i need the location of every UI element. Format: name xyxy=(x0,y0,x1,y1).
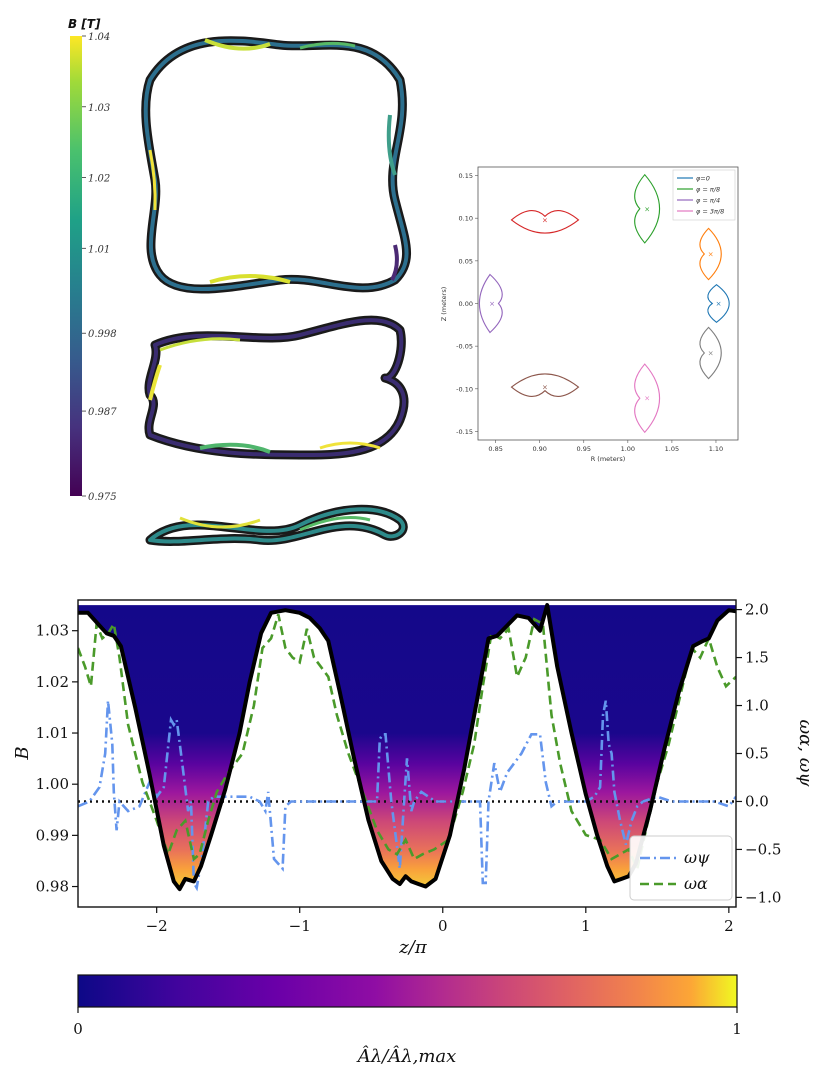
field-line-xtick-label: 2 xyxy=(724,917,734,935)
field-line-y2tick-label: 1.5 xyxy=(745,649,769,667)
field-line-y2tick-label: 0.0 xyxy=(745,792,769,810)
field-line-ytick-label: 1.02 xyxy=(36,673,69,691)
field-line-y2tick-label: −1.0 xyxy=(745,888,781,906)
cross-section-legend: φ=0 φ = π/8 φ = π/4 φ = 3π/8 xyxy=(672,169,736,221)
cross-section-ylabel: Z (meters) xyxy=(440,287,448,322)
cross-section-legend-label: φ = π/4 xyxy=(696,197,720,205)
bottom-colorbar-tick-label: 0 xyxy=(73,1020,83,1038)
cross-section-legend-label: φ=0 xyxy=(696,175,710,183)
cross-section-curve xyxy=(699,227,722,281)
coil-colorbar-tick-label: 0.987 xyxy=(88,407,117,418)
field-line-xtick-label: −1 xyxy=(289,917,311,935)
legend-omega-psi: ωψ xyxy=(684,848,710,867)
cross-section-ytick-label: -0.10 xyxy=(456,385,473,393)
bottom-colorbar-gradient xyxy=(77,974,738,1008)
cross-section-axis-marker: × xyxy=(708,251,714,259)
field-line-legend: ωψ ωα xyxy=(629,835,733,901)
cross-section-ytick-label: -0.15 xyxy=(456,428,473,436)
field-line-ytick-label: 1.01 xyxy=(36,724,69,742)
cross-section-ytick-label: 0.10 xyxy=(459,215,473,223)
cross-section-plot: 0.85 0.90 0.95 1.00 1.05 1.10 0.15 0.10 0.05 0.00… xyxy=(440,166,739,463)
coil-colorbar-tick-label: 0.975 xyxy=(88,492,117,503)
cross-section-curve xyxy=(478,273,503,334)
coil-top-view xyxy=(141,36,412,294)
cross-section-legend-label: φ = 3π/8 xyxy=(696,208,724,216)
coil-colorbar-tick-label: 0.998 xyxy=(88,329,117,340)
cross-section-curve xyxy=(510,210,580,234)
cross-section-ytick-label: 0.15 xyxy=(459,172,473,180)
b-field-line xyxy=(78,603,736,892)
field-line-xtick-label: −2 xyxy=(146,917,168,935)
field-line-ytick-label: 1.03 xyxy=(36,622,69,640)
coil-bottom-view xyxy=(145,504,408,546)
cross-section-curve xyxy=(699,326,722,380)
field-line-ylabel: B xyxy=(12,746,33,760)
cross-section-curve xyxy=(707,284,730,323)
cross-section-axis-marker: × xyxy=(716,300,722,308)
cross-section-axis-marker: × xyxy=(644,205,650,213)
cross-section-ytick-label: 0.00 xyxy=(459,300,473,308)
bottom-colorbar-label: Âλ/Âλ,max xyxy=(356,1044,457,1067)
bottom-colorbar-tick-label: 1 xyxy=(732,1020,742,1038)
cross-section-axis-marker: × xyxy=(489,300,495,308)
field-line-y2tick-label: 1.0 xyxy=(745,697,769,715)
well-fill xyxy=(78,605,736,890)
field-line-xtick-label: 0 xyxy=(438,917,448,935)
cross-section-axis-marker: × xyxy=(708,349,714,357)
cross-section-axis-marker: × xyxy=(644,395,650,403)
cross-section-xtick-label: 1.00 xyxy=(621,445,635,453)
coil-colorbar-tick-label: 1.03 xyxy=(88,103,110,114)
field-line-plot: −2 −1 0 1 2 1.03 1.02 1.01 1.00 0.99 0.98 2.0 1.5 1.0… xyxy=(12,599,816,958)
cross-section-curve xyxy=(634,363,661,434)
field-line-ytick-label: 0.99 xyxy=(36,826,69,844)
omega-psi-line xyxy=(78,700,736,892)
legend-omega-alpha: ωα xyxy=(684,874,708,893)
coil-colorbar-tick-label: 1.02 xyxy=(88,174,110,185)
coil-colorbar: B [T] 1.04 1.03 1.02 1.01 0.998 0.987 0.975 xyxy=(68,17,117,503)
cross-section-ytick-label: 0.05 xyxy=(459,257,473,265)
cross-section-curve xyxy=(510,373,580,397)
field-line-y2tick-label: 0.5 xyxy=(745,745,769,763)
bottom-colorbar: 0 1 Âλ/Âλ,max xyxy=(73,974,742,1067)
field-line-xtick-label: 1 xyxy=(581,917,591,935)
cross-section-axis-marker: × xyxy=(542,384,548,392)
cross-section-xtick-label: 1.05 xyxy=(665,445,679,453)
field-line-y2tick-label: 2.0 xyxy=(745,601,769,619)
cross-section-axis-marker: × xyxy=(542,216,548,224)
cross-section-xtick-label: 0.90 xyxy=(532,445,546,453)
cross-section-curve xyxy=(634,173,661,244)
cross-section-ytick-label: -0.05 xyxy=(456,343,473,351)
omega-alpha-line xyxy=(78,614,736,873)
cross-section-xtick-label: 1.10 xyxy=(709,445,723,453)
field-line-ytick-label: 0.98 xyxy=(36,878,69,896)
field-line-ylabel-right: ωα, ωψ xyxy=(795,719,816,787)
coil-side-view xyxy=(144,315,409,460)
cross-section-xlabel: R (meters) xyxy=(591,455,626,463)
field-line-xlabel: z/π xyxy=(398,937,428,958)
coil-drawings xyxy=(141,36,412,546)
cross-section-legend-label: φ = π/8 xyxy=(696,186,720,194)
coil-colorbar-gradient xyxy=(70,36,82,496)
field-line-ytick-label: 1.00 xyxy=(36,775,69,793)
coil-colorbar-tick-label: 1.01 xyxy=(88,244,110,255)
coil-colorbar-title: B [T] xyxy=(68,17,101,31)
cross-section-xtick-label: 0.95 xyxy=(577,445,591,453)
cross-section-xtick-label: 0.85 xyxy=(488,445,502,453)
coil-colorbar-tick-label: 1.04 xyxy=(88,32,110,43)
field-line-y2tick-label: −0.5 xyxy=(745,840,781,858)
